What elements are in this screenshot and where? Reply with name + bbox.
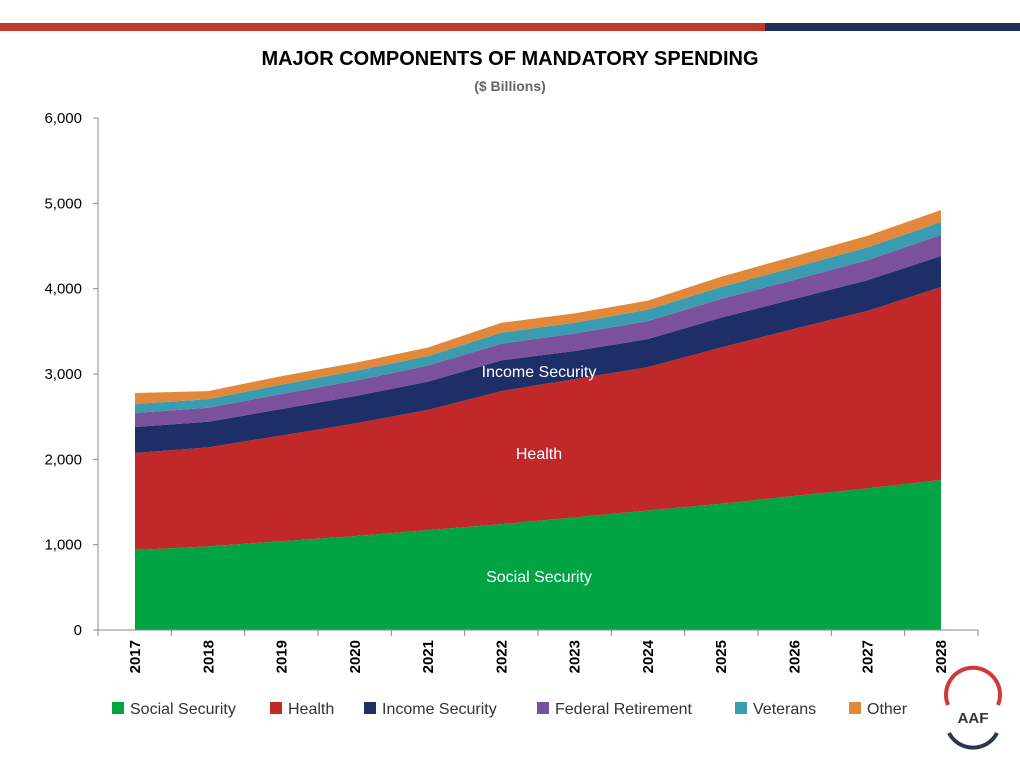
legend-item: Income Security [364, 701, 497, 718]
top-bar-navy [765, 23, 1020, 31]
legend-item: Other [849, 701, 908, 718]
legend-item: Veterans [735, 701, 816, 718]
series-label: Health [516, 446, 562, 463]
legend-item: Social Security [112, 701, 236, 718]
legend-label: Veterans [753, 701, 816, 718]
x-tick-label: 2020 [347, 640, 364, 673]
y-tick-label: 3,000 [44, 366, 82, 383]
area-income-security [135, 255, 941, 454]
x-tick-label: 2017 [127, 640, 144, 673]
x-tick-label: 2025 [713, 640, 730, 673]
series-label: Income Security [482, 364, 597, 381]
legend-swatch [849, 702, 861, 714]
area-federal-retirement [135, 234, 941, 427]
legend-item: Federal Retirement [537, 701, 693, 718]
x-tick-label: 2018 [200, 640, 217, 673]
legend-label: Other [867, 701, 908, 718]
area-social-security [135, 479, 941, 630]
x-tick-label: 2022 [493, 640, 510, 673]
legend-swatch [537, 702, 549, 714]
legend-item: Health [270, 701, 334, 718]
x-tick-label: 2023 [567, 640, 584, 673]
logo-text: AAF [958, 710, 989, 727]
chart-subtitle: ($ Billions) [474, 78, 546, 94]
top-bar-red [0, 23, 765, 31]
aaf-logo: AAF [944, 665, 1002, 750]
y-tick-label: 2,000 [44, 451, 82, 468]
y-tick-label: 0 [74, 622, 82, 639]
x-tick-label: 2027 [860, 640, 877, 673]
logo-arc-bottom [947, 731, 999, 750]
area-health [135, 286, 941, 551]
y-tick-label: 4,000 [44, 281, 82, 298]
legend-swatch [270, 702, 282, 714]
x-tick-label: 2019 [274, 640, 291, 673]
x-tick-label: 2028 [933, 640, 950, 673]
legend-swatch [112, 702, 124, 714]
series-label: Social Security [486, 569, 592, 586]
x-tick-label: 2024 [640, 639, 657, 673]
y-tick-label: 6,000 [44, 110, 82, 127]
legend-swatch [364, 702, 376, 714]
legend-label: Federal Retirement [555, 701, 693, 718]
y-tick-label: 1,000 [44, 537, 82, 554]
chart-title: MAJOR COMPONENTS OF MANDATORY SPENDING [261, 48, 758, 70]
x-tick-label: 2021 [420, 640, 437, 673]
legend-label: Social Security [130, 701, 236, 718]
x-tick-label: 2026 [786, 640, 803, 673]
legend-label: Income Security [382, 701, 497, 718]
y-tick-label: 5,000 [44, 195, 82, 212]
legend-label: Health [288, 701, 334, 718]
logo-arc-top [944, 665, 1002, 706]
legend-swatch [735, 702, 747, 714]
